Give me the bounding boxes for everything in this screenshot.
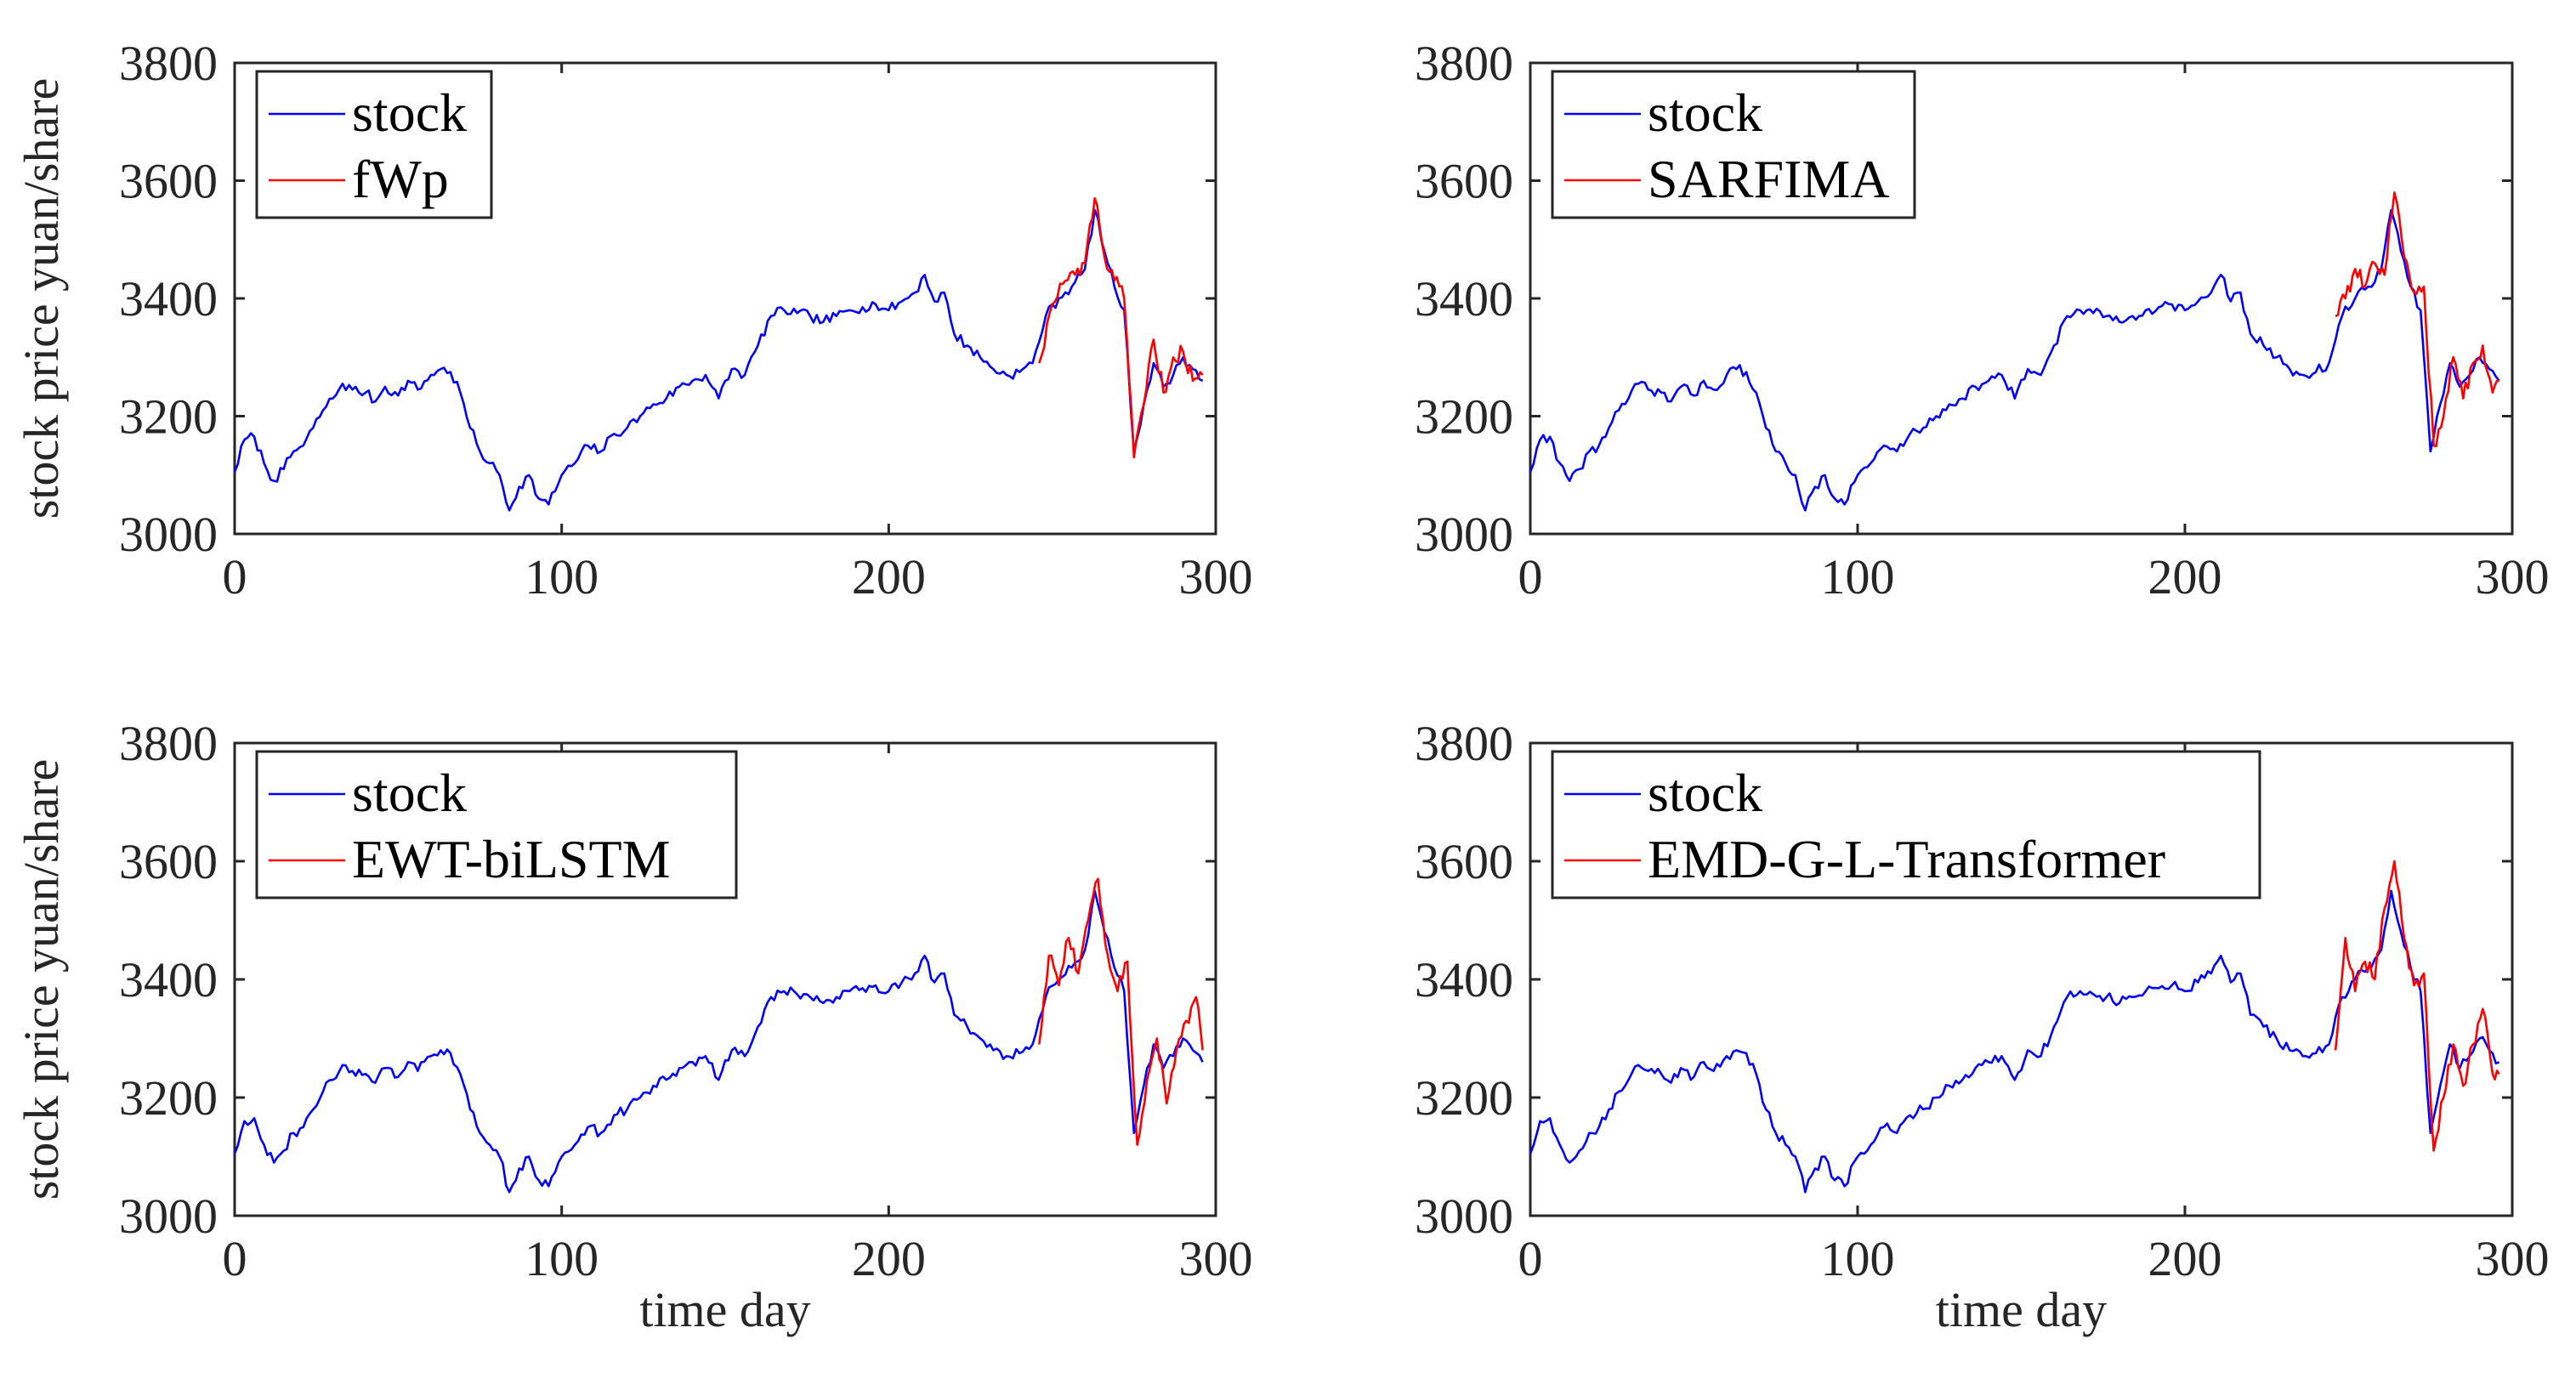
y-axis-label: stock price yuan/share xyxy=(14,78,69,519)
x-tick-label: 0 xyxy=(1518,549,1543,604)
x-tick-label: 0 xyxy=(223,549,247,604)
y-tick-label: 3400 xyxy=(119,952,218,1007)
y-tick-label: 3800 xyxy=(119,36,218,91)
y-tick-label: 3400 xyxy=(1415,271,1513,326)
x-tick-label: 100 xyxy=(525,549,599,604)
legend-entry: fWp xyxy=(352,149,449,209)
x-tick-label: 100 xyxy=(1821,1231,1895,1286)
y-tick-label: 3800 xyxy=(1415,36,1513,91)
series-line-stock xyxy=(235,889,1204,1194)
legend-entry: stock xyxy=(1648,763,1762,823)
legend-entry: SARFIMA xyxy=(1648,149,1890,209)
subplot-4: 3000 3200 3400 3600 3800 0 100 200 300 time day st… xyxy=(1415,716,2550,1337)
x-tick-label: 100 xyxy=(525,1231,599,1286)
legend-entry: stock xyxy=(1648,82,1762,143)
subplot-3: 3000 3200 3400 3600 3800 0 100 200 300 stock pric… xyxy=(14,716,1253,1337)
y-tick-label: 3600 xyxy=(119,834,218,889)
series-line-stock xyxy=(1530,889,2500,1194)
y-tick-label: 3000 xyxy=(119,507,218,562)
x-tick-label: 100 xyxy=(1821,549,1895,604)
series-line-stock xyxy=(1530,208,2500,512)
legend-entry: EWT-biLSTM xyxy=(352,829,671,889)
x-tick-label: 300 xyxy=(1179,549,1253,604)
legend-entry: stock xyxy=(352,82,467,143)
y-axis-label: stock price yuan/share xyxy=(14,759,69,1200)
series-line-sarfima xyxy=(2335,191,2499,448)
x-tick-label: 0 xyxy=(1518,1231,1543,1286)
subplot-1: 3000 3200 3400 3600 3800 0 100 200 300 stock pric… xyxy=(14,36,1253,604)
legend-box xyxy=(255,70,493,219)
legend-box xyxy=(1551,750,2261,899)
subplot-2: 3000 3200 3400 3600 3800 0 100 200 300 stockSARFI… xyxy=(1415,36,2550,604)
series-line-fwp xyxy=(1038,197,1204,459)
y-tick-label: 3400 xyxy=(119,271,218,326)
y-tick-label: 3200 xyxy=(1415,1070,1513,1126)
y-tick-label: 3800 xyxy=(1415,716,1513,771)
y-tick-label: 3600 xyxy=(119,154,218,209)
x-tick-label: 300 xyxy=(1179,1231,1253,1286)
y-tick-label: 3800 xyxy=(119,716,218,771)
y-tick-label: 3600 xyxy=(1415,154,1513,209)
x-tick-label: 200 xyxy=(2148,549,2222,604)
legend-box xyxy=(255,750,738,899)
x-tick-label: 200 xyxy=(852,1231,926,1286)
x-tick-label: 300 xyxy=(2476,549,2550,604)
x-tick-label: 200 xyxy=(852,549,926,604)
y-tick-label: 3200 xyxy=(119,1070,218,1126)
y-tick-label: 3000 xyxy=(119,1189,218,1244)
x-tick-label: 200 xyxy=(2148,1231,2222,1286)
x-axis-label: time day xyxy=(639,1282,810,1337)
x-axis-label: time day xyxy=(1936,1282,2107,1337)
legend-box xyxy=(1551,70,1916,219)
series-line-stock xyxy=(235,208,1204,512)
y-tick-label: 3600 xyxy=(1415,834,1513,889)
legend-entry: EMD-G-L-Transformer xyxy=(1648,829,2165,889)
y-tick-label: 3200 xyxy=(1415,389,1513,445)
series-line-ewt-bilstm xyxy=(1038,877,1204,1146)
y-tick-label: 3200 xyxy=(119,389,218,445)
y-tick-label: 3400 xyxy=(1415,952,1513,1007)
y-tick-label: 3000 xyxy=(1415,507,1513,562)
y-tick-label: 3000 xyxy=(1415,1189,1513,1244)
series-line-emd-g-l-transformer xyxy=(2334,860,2500,1152)
x-tick-label: 300 xyxy=(2476,1231,2550,1286)
x-tick-label: 0 xyxy=(223,1231,247,1286)
legend-entry: stock xyxy=(352,763,467,823)
